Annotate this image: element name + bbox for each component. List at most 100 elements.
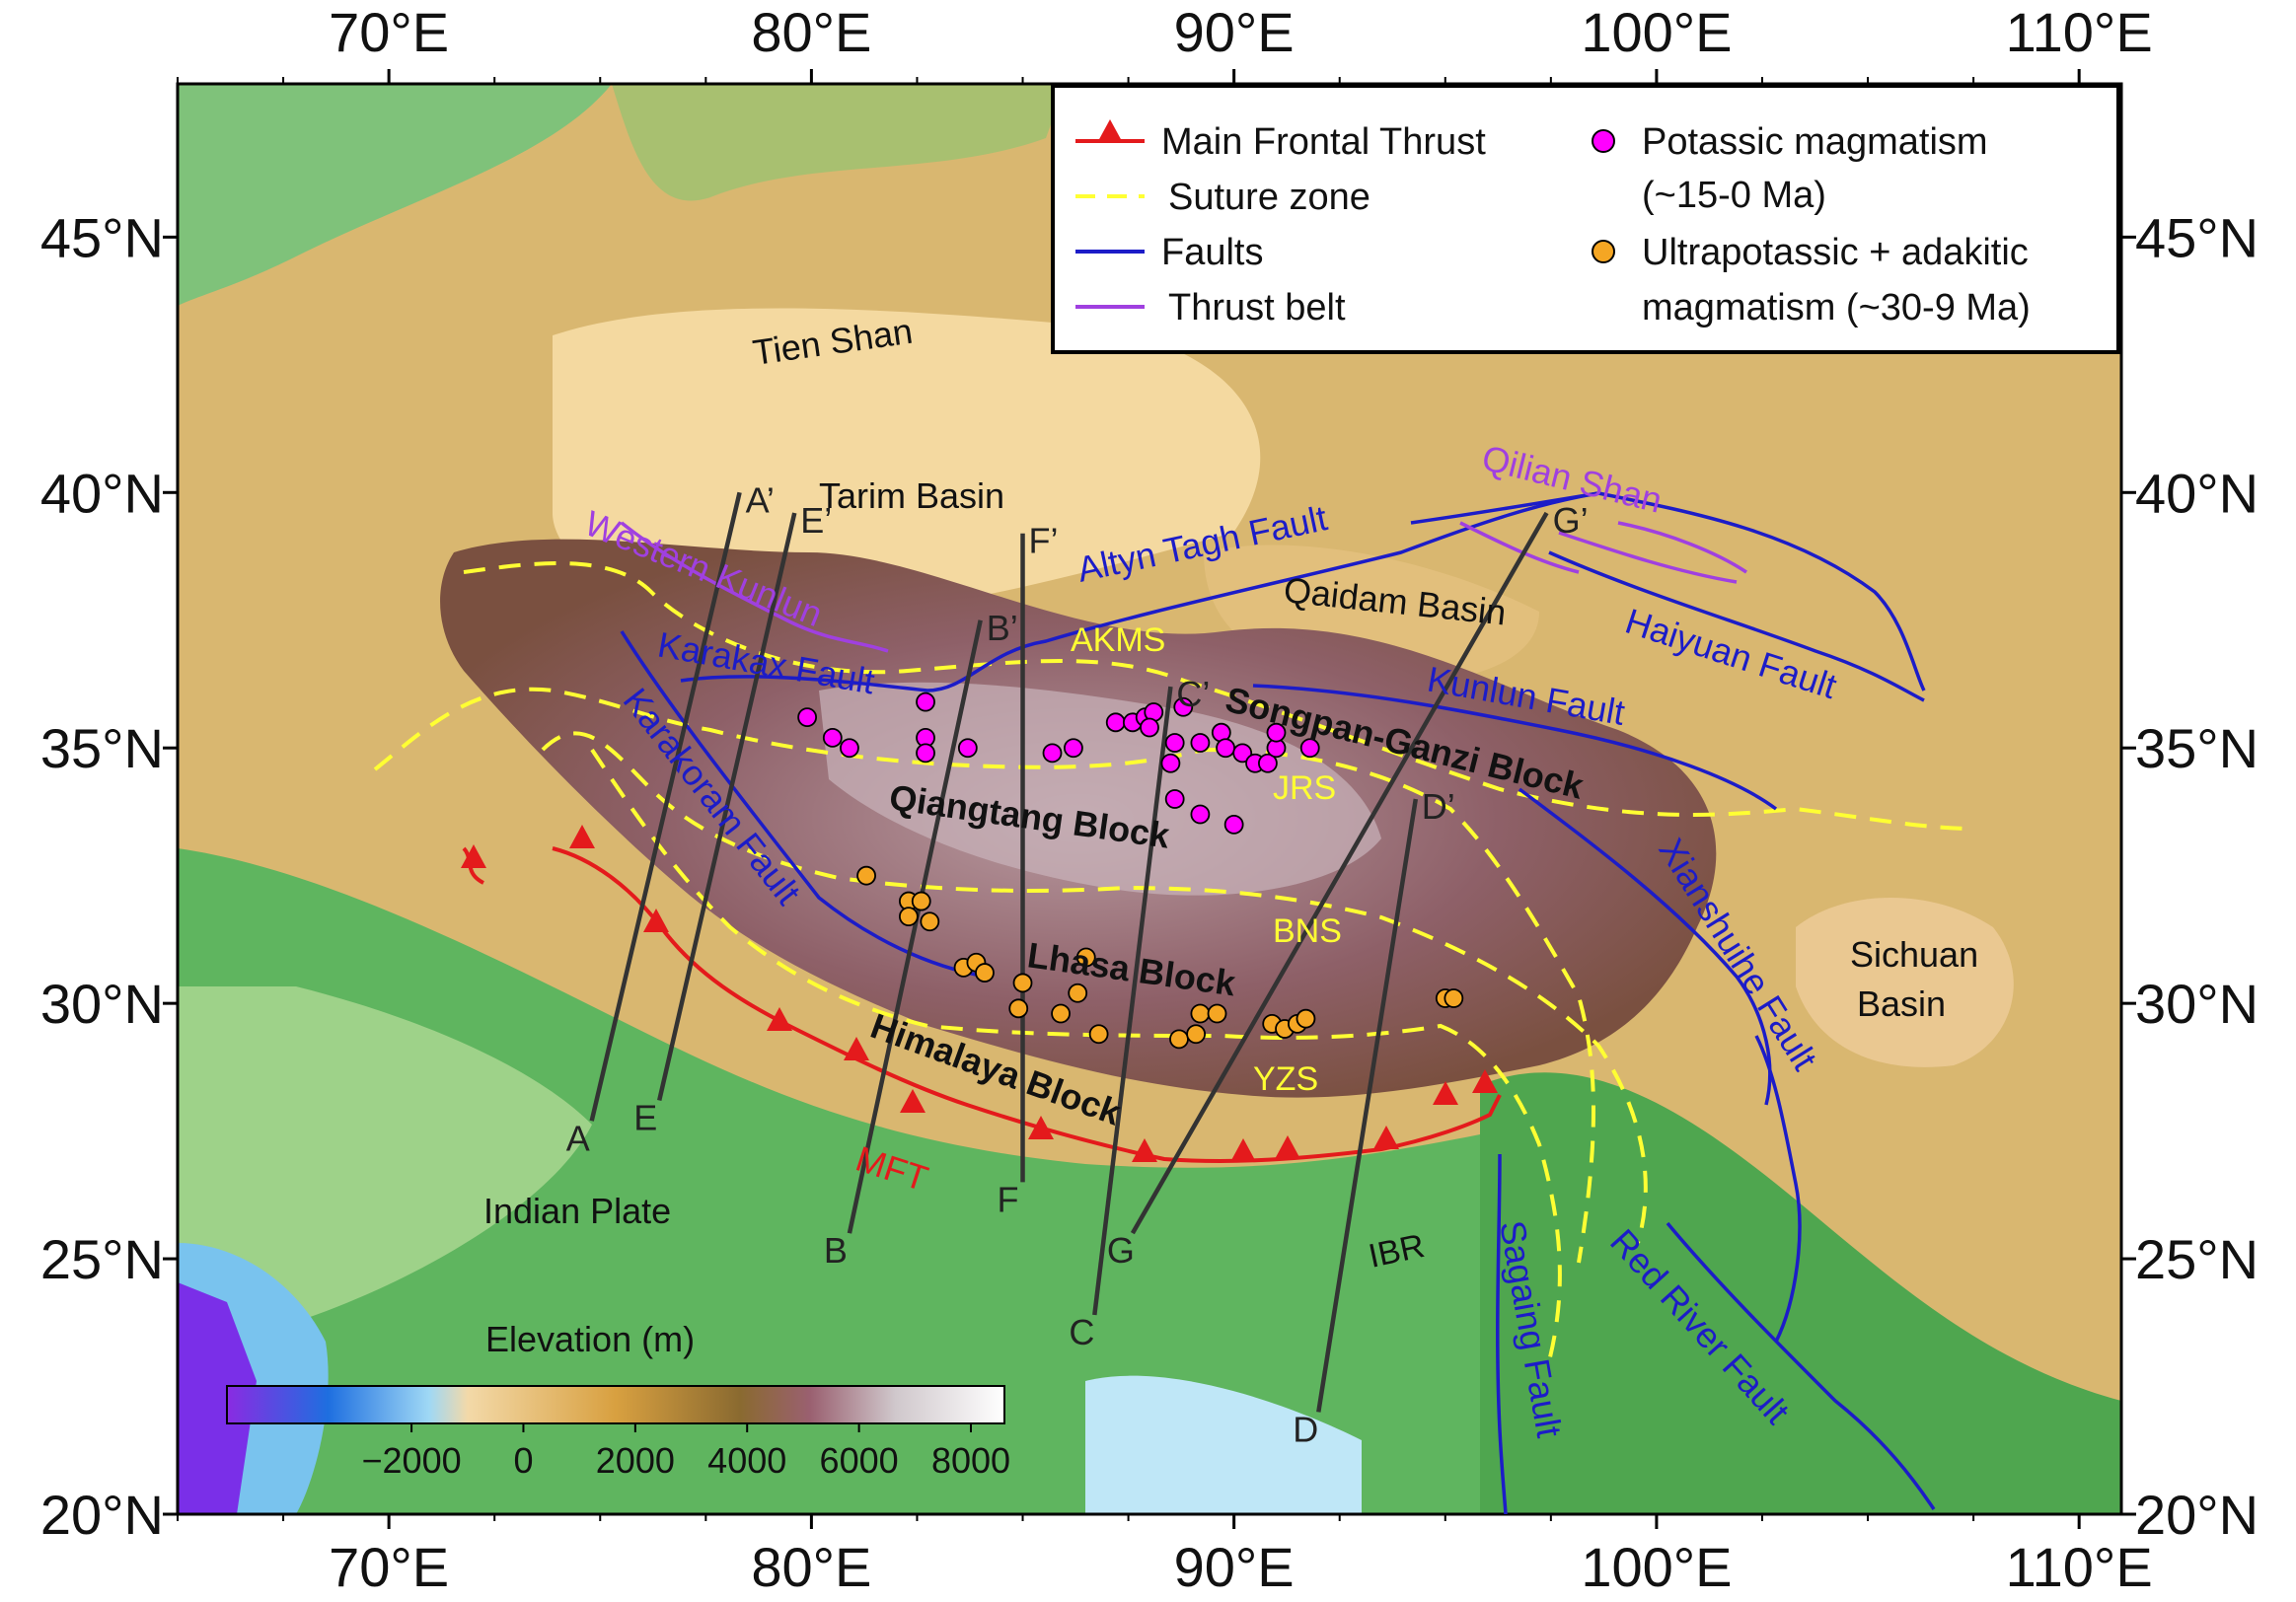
lon-tick-label-top: 80°E [751,1,871,63]
legend-potassic-label2: (~15-0 Ma) [1642,175,1826,216]
geology-lines [373,491,1974,1514]
fault-karakax [680,491,1599,692]
faults [620,491,1936,1514]
thrust-western-kunlun [620,521,889,653]
potassic-dot [1258,753,1278,773]
mft-tooth [1472,1069,1498,1093]
potassic-dot [1190,804,1211,825]
colorbar-tick-label: 6000 [820,1440,899,1481]
profile-line-b [847,619,983,1234]
ultrapotassic-dot [1075,947,1096,968]
lat-tick-label-right: 45°N [2135,206,2259,268]
mft-tooth [844,1037,869,1060]
potassic-dot [1160,753,1181,773]
ultrapotassic-dot [920,911,940,932]
profile-labels: A A’ E E’ B B’ F F’ C C’ G G’ D D’ [566,479,1589,1449]
profile-label-end: C’ [1176,674,1210,714]
potassic-dot [1064,738,1083,759]
profile-label-start: F [998,1179,1019,1219]
legend-ultra-label: Ultrapotassic + adakitic [1642,232,2029,273]
lat-tick-label-right: 35°N [2135,717,2259,779]
profile-label-start: G [1107,1230,1135,1271]
legend-box [1051,84,2120,354]
legend-thrust-label: Thrust belt [1168,287,1346,328]
lat-tick-label-left: 45°N [40,206,164,268]
mft-line [552,846,1502,1163]
potassic-dot [957,738,978,759]
ultrapotassic-dot [1008,998,1029,1019]
profile-label-end: F’ [1029,521,1059,561]
potassic-dot [1216,738,1235,759]
ultrapotassic-dot [1012,973,1033,993]
colorbar-tick-label: 0 [513,1440,533,1481]
colorbar: Elevation (m) −2000 0 2000 4000 6000 8000 [226,1319,1010,1481]
potassic-dot [1164,733,1185,753]
profile-lines [589,491,1549,1413]
lon-tick-label-bottom: 90°E [1174,1536,1295,1598]
fault-karakoram [620,630,988,979]
potassic-dot [822,727,843,748]
potassic-dot [916,743,935,764]
profile-label-end: B’ [987,608,1018,648]
ultrapotassic-dot [1444,988,1464,1008]
potassic-dot [1223,814,1244,835]
profile-label-end: D’ [1422,786,1455,827]
legend: Main Frontal Thrust Suture zone Faults T… [1051,84,2120,354]
mft-tooth [1132,1138,1157,1162]
magmatism-dots [797,692,1464,1050]
label-jrs: JRS [1273,769,1336,807]
profile-line-g [1130,511,1549,1235]
legend-potassic-dot [1592,129,1615,153]
fault-altyn-tagh [1410,491,1926,692]
colorbar-ramp [226,1385,1005,1424]
profile-label-start: D [1293,1409,1318,1449]
potassic-dot [797,707,818,728]
fault-sagaing [1496,1153,1508,1514]
ultrapotassic-dot [1186,1024,1207,1045]
legend-potassic-label: Potassic magmatism [1642,121,1988,163]
lon-tick-label-bottom: 70°E [329,1536,449,1598]
mft-tooth [900,1089,926,1113]
legend-suture-label: Suture zone [1168,177,1370,218]
legend-mft-tooth [1098,119,1122,141]
fault-red-river [1666,1221,1936,1510]
lon-tick-label-top: 70°E [329,1,449,63]
ultrapotassic-dot [1296,1008,1316,1029]
mft-tooth [1028,1116,1054,1139]
potassic-dot [1164,789,1185,809]
potassic-dot [1173,696,1194,717]
legend-faults-label: Faults [1161,232,1263,273]
thrust-qilian-shan-3 [1617,521,1747,574]
lon-tick-label-bottom: 110°E [2006,1536,2153,1598]
lon-tick-label-top: 110°E [2006,1,2153,63]
lat-tick-label-left: 25°N [40,1228,164,1290]
ultrapotassic-dot [1207,1003,1227,1024]
profile-label-end: A’ [746,479,775,520]
lat-tick-label-left: 30°N [40,973,164,1035]
label-sichuan-1: Sichuan [1850,934,1978,975]
label-bns: BNS [1273,912,1342,950]
suture-akms [463,561,1974,831]
profile-line-d [1316,798,1419,1413]
legend-ultra-label2: magmatism (~30-9 Ma) [1642,287,2031,328]
thrust-qilian-shan-2 [1558,531,1738,584]
lat-tick-label-right: 30°N [2135,973,2259,1035]
profile-label-start: E [633,1098,657,1138]
colorbar-title: Elevation (m) [485,1319,695,1359]
potassic-dot [840,738,859,759]
profile-line-a [589,491,742,1122]
profile-label-end: G’ [1553,500,1589,541]
ultrapotassic-dot [1169,1029,1189,1050]
label-yzs: YZS [1253,1060,1318,1098]
profile-label-start: A [566,1118,590,1158]
ultrapotassic-dot [1088,1024,1109,1045]
profile-label-end: E’ [800,500,832,541]
ultrapotassic-dot [1051,1003,1071,1024]
legend-ultra-dot [1592,240,1615,263]
mft-teeth [461,825,1498,1162]
lat-tick-label-right: 25°N [2135,1228,2259,1290]
colorbar-tick-label: 4000 [707,1440,786,1481]
ultrapotassic-dot [975,963,995,983]
lon-tick-label-bottom: 100°E [1581,1536,1732,1598]
